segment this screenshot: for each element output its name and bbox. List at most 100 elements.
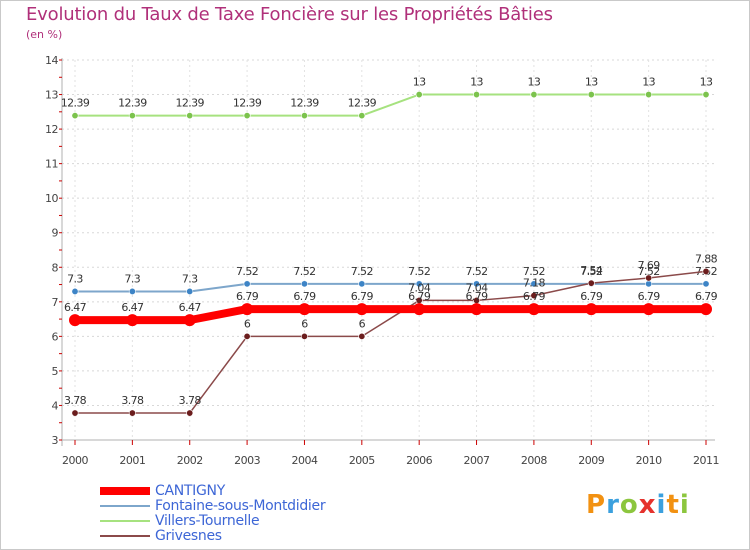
data-label-fontaine-sous-montdidier: 7.3 bbox=[125, 272, 141, 285]
data-point-cantigny bbox=[700, 303, 712, 316]
data-point-cantigny bbox=[585, 303, 598, 316]
data-label-villers-tournelle: 12.39 bbox=[118, 97, 147, 110]
data-label-fontaine-sous-montdidier: 7.52 bbox=[293, 265, 315, 278]
y-tick-label: 9 bbox=[52, 227, 59, 240]
legend-swatch bbox=[100, 487, 150, 495]
data-label-cantigny: 6.79 bbox=[523, 290, 546, 303]
data-label-villers-tournelle: 13 bbox=[585, 76, 598, 89]
x-tick-label: 2005 bbox=[349, 454, 375, 467]
data-label-villers-tournelle: 13 bbox=[700, 76, 713, 89]
data-point-grivesnes bbox=[530, 292, 538, 300]
data-point-fontaine-sous-montdidier bbox=[186, 287, 194, 295]
legend-label: Fontaine-sous-Montdidier bbox=[155, 498, 326, 514]
legend-swatch bbox=[100, 505, 150, 507]
data-point-villers-tournelle bbox=[473, 91, 481, 99]
data-label-fontaine-sous-montdidier: 7.52 bbox=[580, 265, 602, 278]
data-point-villers-tournelle bbox=[702, 91, 710, 99]
data-point-villers-tournelle bbox=[587, 91, 595, 99]
data-point-cantigny bbox=[69, 314, 81, 327]
data-label-grivesnes: 3.78 bbox=[121, 394, 144, 407]
y-tick-label: 14 bbox=[45, 54, 58, 67]
legend-label: Grivesnes bbox=[155, 528, 222, 544]
data-label-cantigny: 6.79 bbox=[580, 290, 603, 303]
data-point-grivesnes bbox=[243, 332, 251, 340]
data-point-cantigny bbox=[126, 314, 139, 327]
data-point-villers-tournelle bbox=[415, 91, 423, 99]
data-point-grivesnes bbox=[186, 409, 194, 417]
data-label-grivesnes: 7.18 bbox=[523, 277, 546, 290]
logo-letter: r bbox=[606, 490, 620, 520]
unit-label: (en %) bbox=[26, 28, 63, 41]
data-label-villers-tournelle: 13 bbox=[642, 76, 655, 89]
data-point-cantigny bbox=[183, 314, 196, 327]
y-tick-label: 6 bbox=[52, 330, 59, 343]
data-point-cantigny bbox=[527, 303, 540, 316]
x-tick-label: 2001 bbox=[119, 454, 145, 467]
data-label-villers-tournelle: 13 bbox=[413, 76, 426, 89]
data-point-villers-tournelle bbox=[530, 91, 538, 99]
logo-letter: i bbox=[656, 490, 667, 520]
logo-letter: i bbox=[679, 490, 690, 520]
data-label-villers-tournelle: 13 bbox=[470, 76, 483, 89]
data-point-fontaine-sous-montdidier bbox=[243, 280, 251, 288]
data-point-villers-tournelle bbox=[186, 112, 194, 120]
series-line-cantigny bbox=[71, 305, 710, 325]
data-point-fontaine-sous-montdidier bbox=[300, 280, 308, 288]
data-label-cantigny: 6.79 bbox=[408, 290, 431, 303]
data-label-grivesnes: 7.04 bbox=[408, 281, 431, 294]
data-label-villers-tournelle: 12.39 bbox=[233, 97, 262, 110]
data-point-villers-tournelle bbox=[243, 112, 251, 120]
data-point-villers-tournelle bbox=[128, 112, 136, 120]
data-point-grivesnes bbox=[300, 332, 308, 340]
data-label-fontaine-sous-montdidier: 7.52 bbox=[523, 265, 545, 278]
data-point-grivesnes bbox=[128, 409, 136, 417]
data-point-cantigny bbox=[413, 303, 426, 316]
x-tick-label: 2010 bbox=[636, 454, 662, 467]
logo-letter: o bbox=[619, 490, 639, 520]
data-point-fontaine-sous-montdidier bbox=[71, 287, 79, 295]
chart-title: Evolution du Taux de Taxe Foncière sur l… bbox=[26, 4, 553, 25]
data-label-villers-tournelle: 12.39 bbox=[290, 97, 319, 110]
data-point-fontaine-sous-montdidier bbox=[645, 280, 653, 288]
data-point-cantigny bbox=[470, 303, 483, 316]
data-point-villers-tournelle bbox=[71, 112, 79, 120]
series-line-grivesnes bbox=[74, 270, 707, 414]
legend-swatch bbox=[100, 535, 150, 537]
legend-label: CANTIGNY bbox=[155, 483, 225, 499]
y-tick-label: 13 bbox=[45, 89, 58, 102]
data-label-grivesnes: 7.04 bbox=[465, 281, 488, 294]
data-label-villers-tournelle: 12.39 bbox=[175, 97, 204, 110]
data-label-villers-tournelle: 12.39 bbox=[61, 97, 90, 110]
data-label-cantigny: 6.79 bbox=[293, 290, 316, 303]
y-tick-label: 7 bbox=[52, 296, 59, 309]
y-tick-label: 4 bbox=[52, 399, 59, 412]
data-label-cantigny: 6.47 bbox=[179, 301, 202, 314]
x-tick-label: 2008 bbox=[521, 454, 547, 467]
data-label-villers-tournelle: 13 bbox=[528, 76, 541, 89]
x-tick-label: 2004 bbox=[291, 454, 317, 467]
data-point-grivesnes bbox=[587, 279, 595, 287]
data-label-grivesnes: 7.69 bbox=[638, 259, 661, 272]
data-point-grivesnes bbox=[71, 409, 79, 417]
data-label-fontaine-sous-montdidier: 7.52 bbox=[236, 265, 258, 278]
data-label-grivesnes: 6 bbox=[244, 317, 251, 330]
data-label-fontaine-sous-montdidier: 7.52 bbox=[638, 265, 660, 278]
data-point-villers-tournelle bbox=[300, 112, 308, 120]
data-label-fontaine-sous-montdidier: 7.52 bbox=[465, 265, 487, 278]
x-tick-label: 2003 bbox=[234, 454, 260, 467]
data-label-cantigny: 6.79 bbox=[236, 290, 259, 303]
legend-item: Villers-Tournelle bbox=[100, 513, 360, 529]
proxiti-logo: Proxiti bbox=[586, 490, 690, 520]
data-label-grivesnes: 3.78 bbox=[64, 394, 87, 407]
y-tick-label: 10 bbox=[45, 192, 58, 205]
data-point-fontaine-sous-montdidier bbox=[128, 287, 136, 295]
data-point-cantigny bbox=[642, 303, 655, 316]
series-line-villers-tournelle bbox=[74, 93, 707, 117]
x-tick-label: 2002 bbox=[177, 454, 203, 467]
x-tick-label: 2007 bbox=[464, 454, 490, 467]
data-label-grivesnes: 6 bbox=[301, 317, 308, 330]
data-point-villers-tournelle bbox=[358, 112, 366, 120]
logo-letter: P bbox=[586, 490, 607, 520]
